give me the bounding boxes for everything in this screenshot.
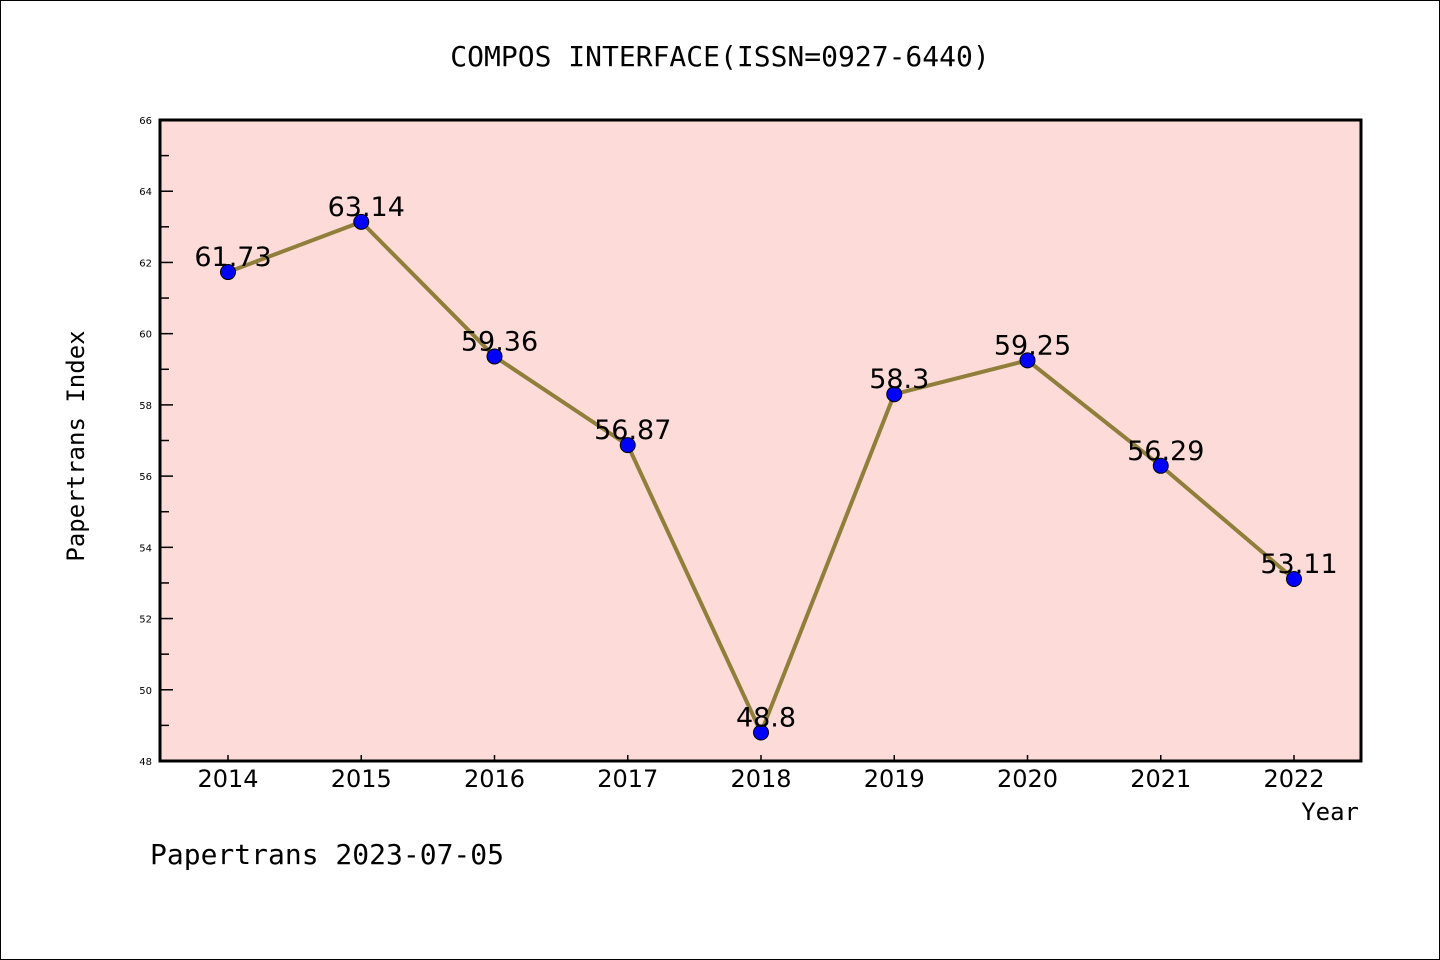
plot-border [158,118,1363,763]
data-point [353,213,370,230]
x-axis-label: Year [1301,798,1359,826]
x-tick-label: 2021 [1130,765,1191,793]
data-point [886,386,903,403]
y-tick-label: 58 [139,401,152,412]
data-label: 59.36 [461,326,538,357]
data-label: 61.73 [194,242,271,273]
data-point [486,348,503,365]
y-tick-label: 66 [139,116,152,127]
data-label: 48.8 [736,703,796,734]
x-tick-label: 2017 [597,765,658,793]
x-tick-label: 2020 [997,765,1058,793]
footer-text: Papertrans 2023-07-05 [150,838,504,871]
data-point [1019,352,1036,369]
y-tick-label: 60 [139,330,152,341]
data-point [1286,571,1302,588]
data-label: 56.29 [1127,436,1204,467]
y-tick-label: 52 [139,615,152,626]
x-tick-label: 2018 [730,765,791,793]
data-point [220,264,236,281]
y-tick-label: 64 [139,187,152,198]
x-tick-label: 2019 [864,765,925,793]
data-point [1152,457,1169,474]
y-axis-label: Papertrans Index [62,330,90,561]
x-tick-label: 2015 [331,765,392,793]
data-label: 58.3 [869,364,929,395]
data-point [753,724,769,741]
y-tick-label: 54 [139,543,152,554]
y-tick-label: 48 [139,757,152,768]
x-tick-label: 2014 [197,765,258,793]
x-tick-label: 2022 [1263,765,1324,793]
y-tick-label: 50 [139,686,152,697]
chart-title: COMPOS INTERFACE(ISSN=0927-6440) [450,40,989,73]
data-label: 56.87 [594,415,671,446]
y-tick-label: 62 [139,258,152,269]
data-label: 59.25 [994,330,1071,361]
y-tick-label: 56 [139,472,152,483]
data-label: 63.14 [328,192,405,223]
data-point [619,437,636,454]
data-label: 53.11 [1260,549,1337,580]
x-tick-label: 2016 [464,765,525,793]
